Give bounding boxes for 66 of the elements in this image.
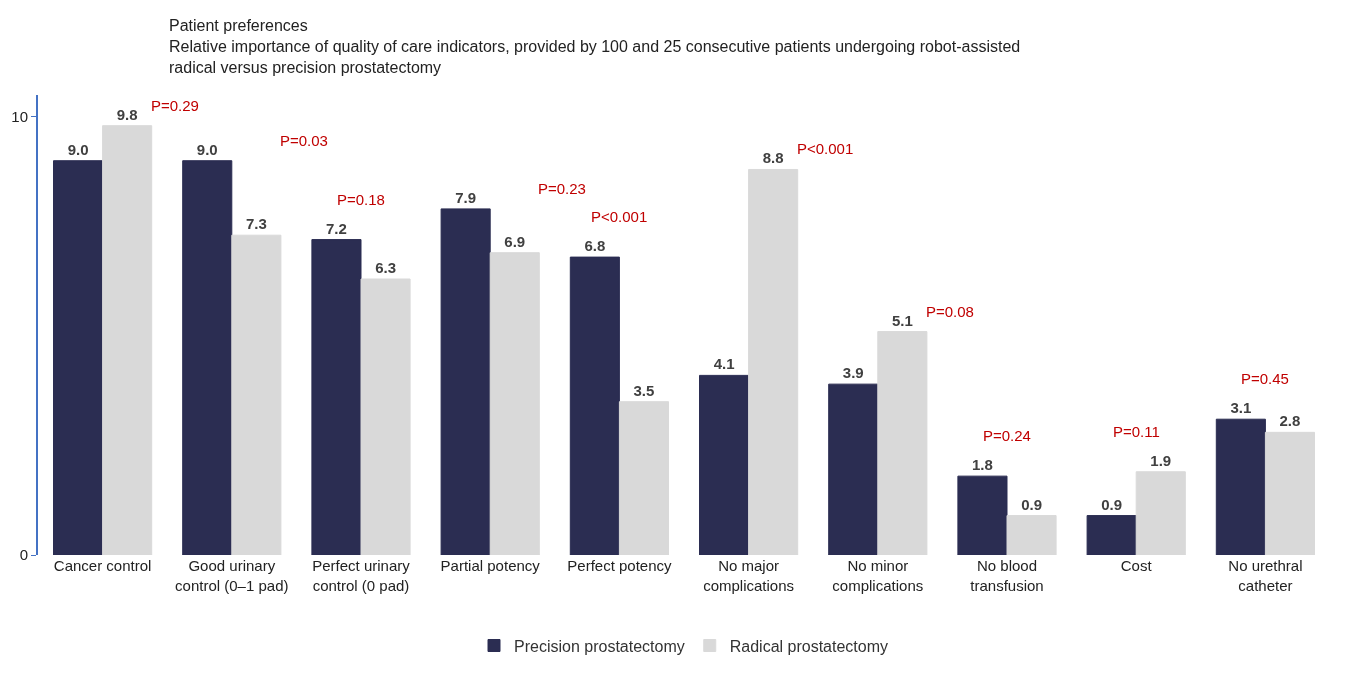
bar [1006,515,1057,555]
annotation: P<0.001 [591,208,648,225]
data-label: 3.1 [1230,399,1252,417]
x-tick-label: Cost [1120,557,1153,574]
bar [1215,418,1266,555]
x-tick-label: Good urinary control (0–1 pad) [175,557,289,594]
bar [440,208,491,555]
data-label: 9.0 [67,140,89,158]
x-tick-label: No minor complications [832,557,924,594]
x-tick-label: No blood transfusion [970,557,1044,594]
data-label: 6.9 [504,232,526,250]
x-tick-label: Cancer control [53,557,152,574]
bar [877,331,928,555]
legend-label: Precision prostatectomy [514,637,685,655]
bar [182,160,233,555]
data-label: 9.0 [196,140,218,158]
y-tick-label: 10 [11,108,28,126]
annotation: P=0.23 [538,180,586,197]
data-label: 9.8 [116,105,138,123]
bar [618,401,669,555]
bar [569,256,620,555]
bar [102,125,153,555]
data-label: 0.9 [1101,495,1123,513]
bar [957,475,1008,555]
x-tick-label: No urethral catheter [1228,557,1303,594]
annotation: P=0.18 [337,191,385,208]
data-label: 3.5 [633,381,655,399]
bar [360,278,411,555]
data-label: 1.8 [972,456,993,474]
bar [699,374,750,555]
bar [489,252,540,555]
x-tick-label: Perfect urinary control (0 pad) [312,557,411,594]
annotation: P=0.24 [983,427,1031,444]
x-tick-label: No major complications [703,557,795,594]
data-label: 1.9 [1150,451,1172,469]
bar [1264,431,1315,555]
x-tick-label: Perfect potency [567,557,673,574]
bar [1086,515,1137,555]
bar [748,168,799,555]
data-label: 0.9 [1021,495,1042,513]
data-label: 5.1 [891,311,913,329]
data-label: 6.8 [584,237,606,255]
data-label: 2.8 [1279,412,1301,430]
annotation: P=0.03 [280,132,328,149]
legend-label: Radical prostatectomy [729,637,889,655]
x-tick-label: Partial potency [440,557,541,574]
chart-title: Patient preferences [169,17,308,34]
annotation: P=0.11 [1113,423,1160,440]
chart-subtitle: Relative importance of quality of care indicators, provided by 100 and 25 consecutive patients undergoing robot-assisted radical versus precision prostatectomy [169,37,1021,76]
data-label: 4.1 [713,355,735,373]
bar [311,239,362,555]
y-tick-label: 0 [19,546,28,564]
annotation: P=0.29 [151,97,199,114]
data-label: 7.9 [455,188,477,206]
bar [231,234,282,555]
bar [1135,471,1186,555]
data-label: 7.2 [326,219,347,237]
bar [828,383,879,555]
data-label: 7.3 [245,215,267,233]
data-label: 8.8 [762,149,784,167]
annotation: P=0.08 [926,303,974,320]
bar [53,160,104,555]
data-label: 3.9 [842,364,864,382]
data-label: 6.3 [375,259,396,276]
annotation: P<0.001 [797,140,854,157]
annotation: P=0.45 [1241,370,1289,387]
